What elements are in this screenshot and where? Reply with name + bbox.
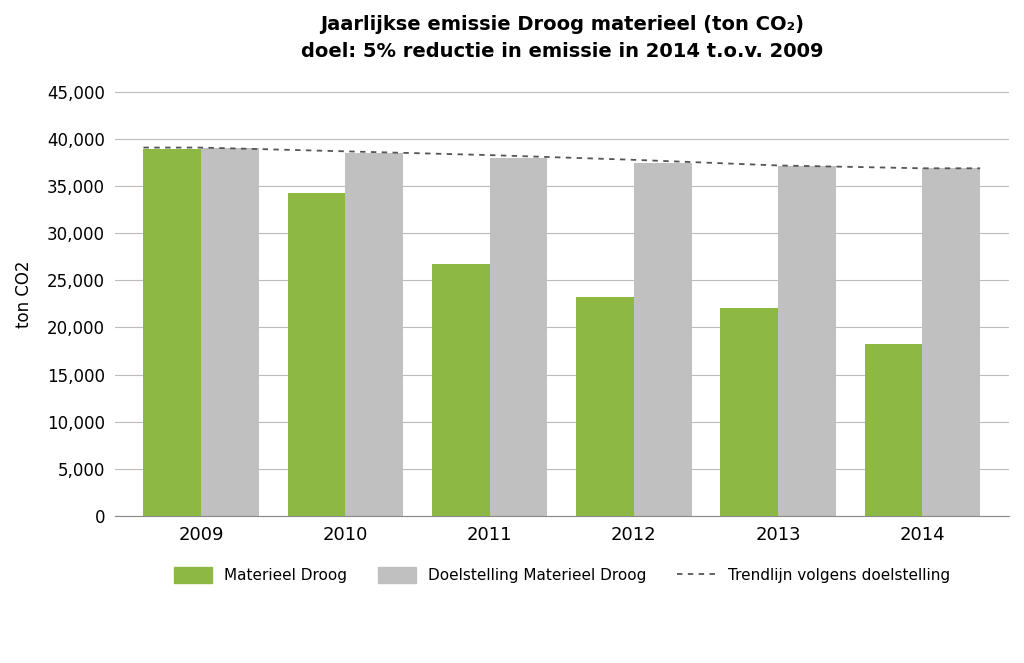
Bar	[345, 153, 403, 516]
Legend: Materieel Droog, Doelstelling Materieel Droog, Trendlijn volgens doelstelling: Materieel Droog, Doelstelling Materieel …	[174, 568, 949, 583]
Line: Trendlijn volgens doelstelling: Trendlijn volgens doelstelling	[143, 148, 980, 168]
Title: Jaarlijkse emissie Droog materieel (ton CO₂)
doel: 5% reductie in emissie in 201: Jaarlijkse emissie Droog materieel (ton …	[301, 15, 823, 60]
Bar	[864, 344, 923, 516]
Trendlijn volgens doelstelling	[298, 147, 310, 154]
Trendlijn volgens doelstelling	[940, 164, 952, 172]
Bar	[634, 162, 691, 516]
Bar	[489, 158, 548, 516]
Trendlijn volgens doelstelling	[636, 156, 648, 164]
Trendlijn volgens doelstelling	[332, 147, 344, 155]
Y-axis label: ton CO2: ton CO2	[15, 261, 33, 328]
Trendlijn volgens doelstelling	[906, 164, 919, 172]
Trendlijn volgens doelstelling	[924, 164, 936, 172]
Bar	[778, 166, 836, 516]
Bar	[288, 193, 345, 516]
Bar	[577, 297, 634, 516]
Bar	[432, 265, 489, 516]
Trendlijn volgens doelstelling	[137, 144, 150, 152]
Trendlijn volgens doelstelling	[568, 154, 581, 162]
Bar	[923, 168, 980, 516]
Bar	[143, 149, 201, 516]
Bar	[201, 148, 259, 516]
Trendlijn volgens doelstelling	[974, 164, 986, 172]
Bar	[721, 308, 778, 516]
